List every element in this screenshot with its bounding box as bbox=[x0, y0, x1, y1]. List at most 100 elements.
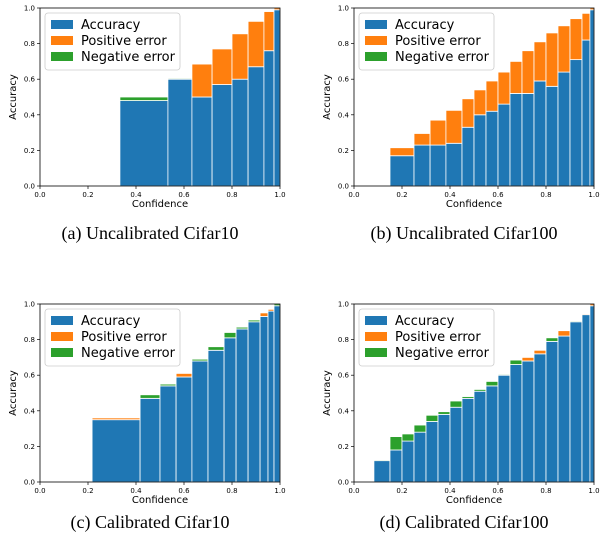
negative-error-bar bbox=[159, 383, 177, 387]
accuracy-bar bbox=[401, 440, 415, 483]
x-tick-label: 0.0 bbox=[348, 487, 359, 495]
accuracy-bar bbox=[211, 84, 233, 187]
positive-error-bar bbox=[247, 20, 265, 68]
accuracy-bar bbox=[521, 93, 535, 187]
plot-frame bbox=[353, 303, 595, 483]
y-tick-label: 0.2 bbox=[338, 443, 349, 451]
y-tick-label: 0.4 bbox=[338, 111, 350, 119]
negative-error-bar bbox=[207, 346, 225, 351]
accuracy-bar bbox=[569, 59, 583, 187]
y-axis-label: Accuracy bbox=[8, 370, 19, 416]
legend-swatch bbox=[51, 36, 73, 45]
negative-error-bar bbox=[191, 358, 209, 362]
positive-error-bar bbox=[175, 373, 193, 378]
positive-error-bar bbox=[263, 11, 275, 52]
accuracy-bar bbox=[485, 385, 499, 483]
legend-swatch bbox=[365, 36, 387, 45]
accuracy-bar bbox=[389, 449, 403, 483]
negative-error-bar bbox=[247, 319, 261, 323]
accuracy-bar bbox=[449, 406, 463, 483]
accuracy-bar bbox=[259, 316, 269, 483]
negative-error-bar bbox=[461, 396, 475, 399]
y-tick-label: 0.6 bbox=[24, 372, 36, 380]
y-tick-label: 0.2 bbox=[24, 443, 35, 451]
x-tick-label: 0.2 bbox=[82, 487, 93, 495]
y-tick-label: 1.0 bbox=[338, 301, 349, 309]
x-tick-label: 0.8 bbox=[540, 191, 551, 199]
plot-frame bbox=[39, 303, 281, 483]
panel-c: 0.0 0.0 0.2 0.2 0.4 0.4 0.6 0.6 0.8 0.8 1.0 1.0 Conf… bbox=[0, 296, 300, 511]
y-tick-label: 0.8 bbox=[24, 336, 35, 344]
caption-c: (c) Calibrated Cifar10 bbox=[70, 512, 230, 532]
accuracy-bar bbox=[191, 96, 213, 187]
legend-label: Negative error bbox=[395, 346, 490, 361]
accuracy-bar bbox=[159, 385, 177, 483]
y-axis-label: Accuracy bbox=[322, 74, 333, 120]
legend-swatch bbox=[51, 332, 73, 341]
accuracy-bar bbox=[373, 460, 391, 483]
panel-a: 0.0 0.0 0.2 0.2 0.4 0.4 0.6 0.6 0.8 0.8 1.0 1.0 Conf… bbox=[0, 0, 300, 215]
x-tick-label: 0.4 bbox=[444, 487, 456, 495]
positive-error-bar bbox=[557, 25, 571, 73]
accuracy-bar bbox=[569, 321, 583, 483]
positive-error-bar bbox=[533, 41, 547, 82]
y-tick-label: 0.6 bbox=[338, 76, 350, 84]
accuracy-bar bbox=[267, 310, 275, 483]
x-tick-label: 0.6 bbox=[178, 191, 190, 199]
panel-b: 0.0 0.0 0.2 0.2 0.4 0.4 0.6 0.6 0.8 0.8 1.0 1.0 Conf… bbox=[314, 0, 614, 215]
panel-d: 0.0 0.0 0.2 0.2 0.4 0.4 0.6 0.6 0.8 0.8 1.0 1.0 Conf… bbox=[314, 296, 614, 511]
negative-error-bar bbox=[139, 394, 161, 399]
chart-d: 0.00.0 0.2 0.2 0.4 0.4 0.6 0.6 0.8 0.8 1.0 1.0 Conf… bbox=[322, 301, 600, 507]
y-tick-label: 0.8 bbox=[338, 40, 349, 48]
positive-error-bar bbox=[569, 18, 583, 61]
positive-error-bar bbox=[91, 417, 141, 421]
accuracy-bar bbox=[273, 305, 281, 483]
accuracy-bar bbox=[191, 360, 209, 483]
accuracy-bar bbox=[461, 397, 475, 483]
negative-error-bar bbox=[569, 320, 583, 323]
accuracy-bar bbox=[509, 93, 523, 187]
x-tick-label: 0.6 bbox=[178, 487, 190, 495]
accuracy-bar bbox=[445, 142, 463, 187]
negative-error-bar bbox=[485, 381, 499, 387]
x-axis-label: Confidence bbox=[132, 495, 188, 506]
accuracy-bar bbox=[437, 413, 451, 483]
y-tick-label: 0.4 bbox=[24, 111, 36, 119]
legend-label: Negative error bbox=[81, 50, 176, 65]
legend-label: Negative error bbox=[81, 346, 176, 361]
y-tick-label: 0.4 bbox=[338, 407, 350, 415]
accuracy-bar bbox=[581, 39, 591, 187]
accuracy-bar bbox=[263, 50, 275, 187]
negative-error-bar bbox=[235, 326, 249, 330]
accuracy-bar bbox=[389, 155, 415, 187]
positive-error-bar bbox=[521, 50, 535, 94]
y-tick-label: 0.0 bbox=[338, 479, 349, 487]
y-tick-label: 0.4 bbox=[24, 407, 36, 415]
legend-swatch bbox=[365, 348, 387, 357]
negative-error-bar bbox=[167, 77, 193, 80]
x-tick-label: 0.2 bbox=[396, 191, 407, 199]
negative-error-bar bbox=[389, 436, 403, 451]
negative-error-bar bbox=[425, 414, 439, 422]
y-tick-label: 1.0 bbox=[24, 5, 35, 13]
legend-label: Accuracy bbox=[81, 18, 141, 33]
accuracy-bar bbox=[473, 114, 487, 187]
accuracy-bar bbox=[247, 66, 265, 187]
legend-box bbox=[44, 12, 181, 71]
positive-error-bar bbox=[259, 312, 269, 317]
accuracy-bar bbox=[91, 419, 141, 483]
y-tick-label: 0.8 bbox=[24, 40, 35, 48]
positive-error-bar bbox=[389, 147, 415, 157]
positive-error-bar bbox=[521, 357, 535, 362]
chart-b: 0.00.0 0.2 0.2 0.4 0.4 0.6 0.6 0.8 0.8 1.0 1.0 Conf… bbox=[322, 5, 600, 211]
accuracy-bar bbox=[231, 78, 249, 187]
positive-error-bar bbox=[473, 89, 487, 116]
x-tick-label: 1.0 bbox=[588, 191, 599, 199]
legend-swatch bbox=[365, 20, 387, 29]
legend-label: Positive error bbox=[81, 34, 167, 49]
accuracy-bar bbox=[175, 376, 193, 483]
y-tick-label: 0.2 bbox=[24, 147, 35, 155]
negative-error-bar bbox=[437, 411, 451, 415]
accuracy-bar bbox=[425, 421, 439, 483]
negative-error-bar bbox=[119, 96, 169, 101]
